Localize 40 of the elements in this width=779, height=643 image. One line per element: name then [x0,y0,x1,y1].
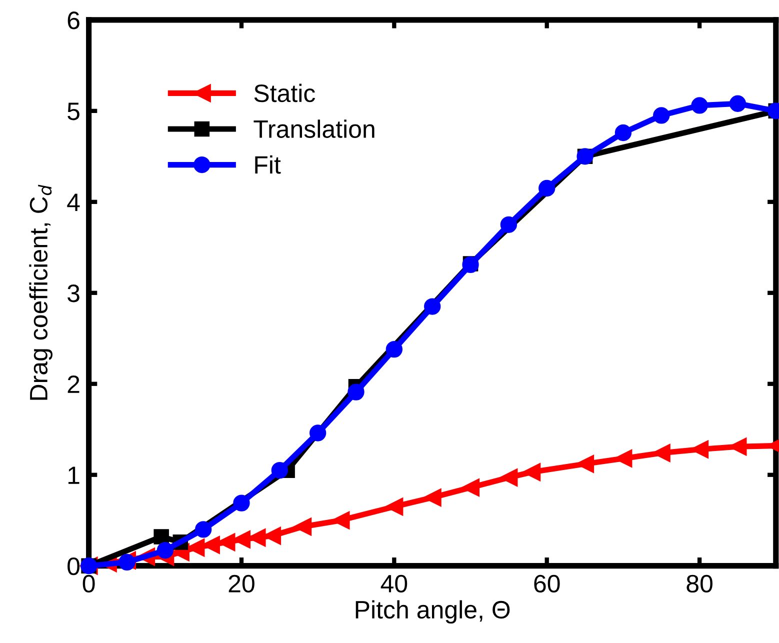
point [424,298,441,315]
x-tick-label: 20 [228,574,254,593]
point [332,511,350,530]
y-tick-label: 4 [67,194,80,211]
y-tick-label: 1 [68,466,80,484]
point [156,542,174,559]
x-tick-label: 60 [534,574,560,593]
point [500,216,518,233]
point [233,494,250,512]
point [294,518,312,536]
x-tick-label: 80 [686,574,712,593]
point [154,529,169,544]
y-axis-title: Drag coefficient, C$_{d}$ [29,184,52,400]
y-tick-label: 2 [68,375,80,393]
y-tick-label: 3 [68,284,80,302]
point [522,463,541,482]
y-tick-label: 5 [68,102,80,120]
x-tick-label: 0 [82,574,95,593]
x-tick-label: 40 [380,574,408,593]
point [691,97,708,114]
point [386,340,403,358]
legend-label: Fit [255,155,281,174]
point [461,478,480,497]
point [500,468,518,487]
point [576,454,594,473]
point [614,124,632,142]
legend-label: Translation [254,120,374,138]
x-axis-title: Pitch angle, Θ [356,600,510,624]
y-tick-label: 0 [68,557,80,576]
point [423,488,442,507]
point [538,180,556,197]
point [194,521,212,538]
point [310,424,326,442]
point [271,462,288,479]
point [385,498,404,516]
point [653,107,670,124]
point [729,95,746,112]
point [348,384,364,400]
legend-label: Static [254,84,316,102]
y-tick-label: 6 [68,12,80,30]
